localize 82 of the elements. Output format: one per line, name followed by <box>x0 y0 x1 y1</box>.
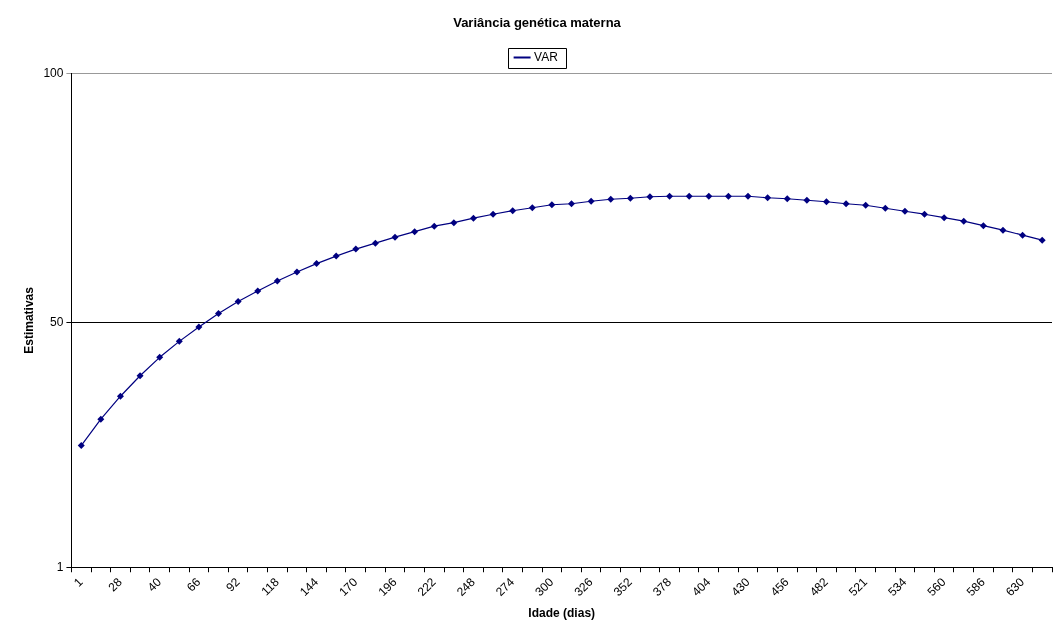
point <box>646 193 654 201</box>
x-tick-label: 630 <box>1002 574 1028 599</box>
point <box>607 195 615 203</box>
x-tick-label: 248 <box>453 574 479 599</box>
point <box>234 297 242 305</box>
point <box>822 198 830 206</box>
x-tick-label: 482 <box>806 574 832 599</box>
x-tick-label: 196 <box>375 574 400 599</box>
point <box>764 194 772 202</box>
x-tick-label: 92 <box>223 574 243 595</box>
point <box>469 214 477 222</box>
point <box>862 201 870 209</box>
point <box>77 442 85 450</box>
point <box>842 200 850 208</box>
point <box>136 372 144 380</box>
y-tick-label: 100 <box>43 65 64 80</box>
point <box>881 204 889 212</box>
x-tick-label: 1 <box>71 574 86 590</box>
point <box>587 197 595 205</box>
point <box>744 192 752 200</box>
point <box>1019 231 1027 239</box>
y-axis-title: Estimativas <box>21 286 36 354</box>
point <box>371 239 379 247</box>
point <box>254 287 262 295</box>
point <box>528 204 536 212</box>
x-tick-label: 560 <box>924 574 949 599</box>
x-tick-label: 66 <box>184 574 204 595</box>
point <box>332 252 340 260</box>
point <box>548 201 556 209</box>
point <box>273 277 281 285</box>
point <box>979 222 987 230</box>
x-tick-label: 326 <box>571 574 596 599</box>
x-tick-label: 534 <box>885 574 910 599</box>
point <box>999 226 1007 234</box>
point <box>901 207 909 215</box>
point <box>450 219 458 227</box>
point <box>921 210 929 218</box>
x-tick-label: 456 <box>767 574 792 599</box>
x-tick-label: 28 <box>105 574 126 595</box>
x-tick-label: 40 <box>144 574 165 595</box>
point <box>215 309 223 317</box>
point <box>293 268 301 276</box>
point <box>1038 236 1046 244</box>
point <box>803 196 811 204</box>
point <box>175 337 183 345</box>
chart-title: Variância genética materna <box>453 15 622 31</box>
y-tick-label: 50 <box>50 315 64 330</box>
point <box>313 260 321 268</box>
x-tick-label: 170 <box>336 574 361 599</box>
legend-label: VAR <box>534 49 559 64</box>
point <box>685 192 693 200</box>
x-tick-label: 300 <box>532 574 557 599</box>
x-tick-label: 404 <box>689 574 714 599</box>
point <box>626 194 634 202</box>
point <box>960 217 968 225</box>
x-tick-label: 352 <box>610 574 636 599</box>
x-tick-label: 430 <box>728 574 753 599</box>
point <box>705 192 713 200</box>
point <box>783 195 791 203</box>
point <box>509 207 517 215</box>
point <box>724 192 732 200</box>
point <box>666 192 674 200</box>
point <box>352 245 360 253</box>
point <box>97 415 105 423</box>
point <box>411 228 419 236</box>
point <box>940 214 948 222</box>
x-tick-label: 144 <box>296 574 322 599</box>
point <box>116 392 124 400</box>
point <box>156 353 164 361</box>
point <box>430 222 438 230</box>
x-axis-title: Idade (dias) <box>528 606 596 621</box>
x-tick-label: 586 <box>963 574 989 599</box>
x-tick-label: 274 <box>493 574 518 599</box>
x-tick-label: 222 <box>414 574 439 599</box>
point <box>391 233 399 241</box>
point <box>568 200 576 208</box>
x-tick-label: 378 <box>649 574 675 599</box>
point <box>489 210 497 218</box>
x-tick-label: 521 <box>846 574 871 599</box>
x-tick-label: 118 <box>258 574 283 599</box>
point <box>195 323 203 331</box>
y-tick-label: 1 <box>56 559 64 574</box>
